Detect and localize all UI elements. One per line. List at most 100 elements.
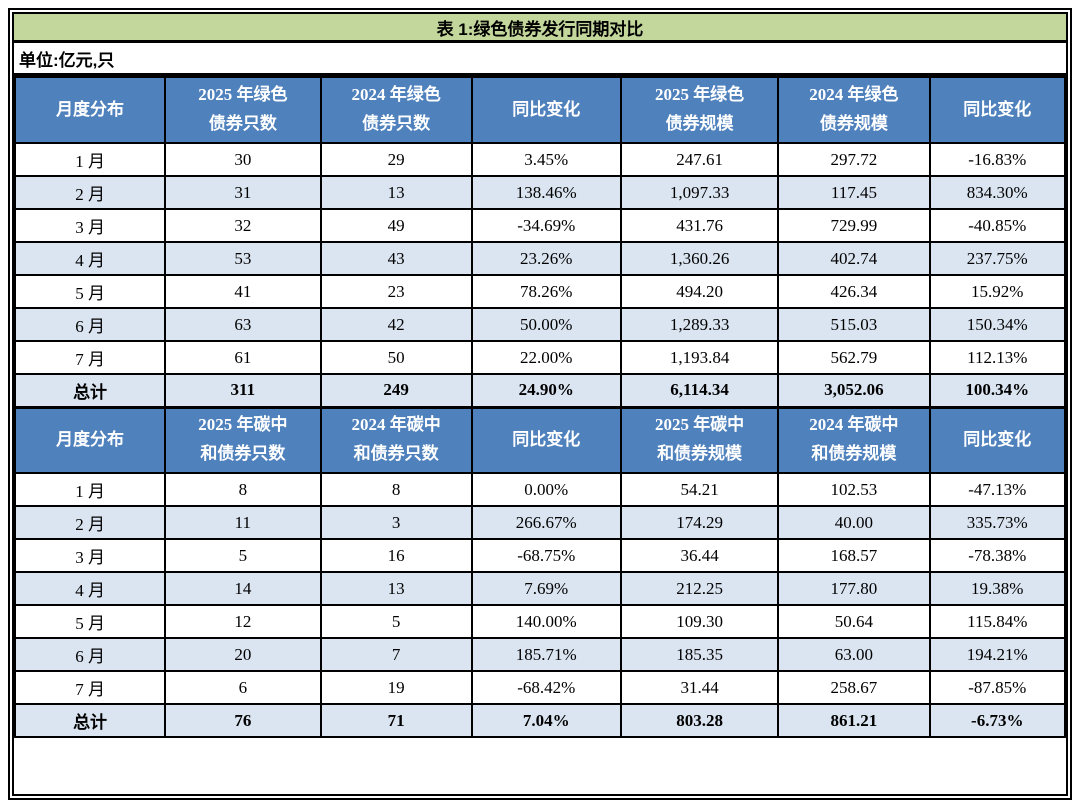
value-cell: 19.38% (928, 571, 1066, 606)
value-cell: 7 (319, 637, 473, 672)
green-bonds-row: 1 月 30 29 3.45% 247.61 297.72 -16.83% (14, 142, 1066, 177)
value-cell: 31.44 (619, 670, 780, 705)
total-value-cell: 803.28 (619, 703, 780, 738)
value-cell: -78.38% (928, 538, 1066, 573)
value-cell: 42 (319, 307, 473, 342)
bond-comparison-table: 月度分布 2025 年绿色 债券只数 2024 年绿色 债券只数 同比变化 2025 年… (14, 76, 1066, 738)
header-cell: 2025 年碳中 和债券规模 (619, 405, 780, 474)
value-cell: 43 (319, 241, 473, 276)
value-cell: 5 (319, 604, 473, 639)
month-cell: 2 月 (14, 175, 167, 210)
value-cell: 8 (319, 472, 473, 507)
value-cell: 63 (164, 307, 322, 342)
total-label-cell: 总计 (14, 703, 167, 738)
value-cell: 174.29 (619, 505, 780, 540)
value-cell: 1,193.84 (619, 340, 780, 375)
value-cell: 150.34% (928, 307, 1066, 342)
value-cell: 16 (319, 538, 473, 573)
value-cell: 177.80 (777, 571, 931, 606)
value-cell: 49 (319, 208, 473, 243)
value-cell: -68.75% (470, 538, 622, 573)
value-cell: 426.34 (777, 274, 931, 309)
value-cell: -40.85% (928, 208, 1066, 243)
month-cell: 4 月 (14, 571, 167, 606)
header-cell: 月度分布 (14, 405, 167, 474)
total-value-cell: 249 (319, 373, 473, 408)
total-value-cell: 861.21 (777, 703, 931, 738)
month-cell: 7 月 (14, 670, 167, 705)
value-cell: 5 (164, 538, 322, 573)
carbon-neutral-bonds-row: 1 月 8 8 0.00% 54.21 102.53 -47.13% (14, 472, 1066, 507)
total-value-cell: 7.04% (470, 703, 622, 738)
value-cell: -87.85% (928, 670, 1066, 705)
total-value-cell: 3,052.06 (777, 373, 931, 408)
header-cell: 2025 年碳中 和债券只数 (164, 405, 322, 474)
value-cell: 54.21 (619, 472, 780, 507)
value-cell: 36.44 (619, 538, 780, 573)
value-cell: 6 (164, 670, 322, 705)
total-value-cell: 100.34% (928, 373, 1066, 408)
value-cell: 194.21% (928, 637, 1066, 672)
value-cell: 1,360.26 (619, 241, 780, 276)
value-cell: 32 (164, 208, 322, 243)
green-bonds-row: 2 月 31 13 138.46% 1,097.33 117.45 834.30% (14, 175, 1066, 210)
value-cell: 78.26% (470, 274, 622, 309)
value-cell: -16.83% (928, 142, 1066, 177)
value-cell: 1,289.33 (619, 307, 780, 342)
header-cell: 2025 年绿色 债券规模 (619, 76, 780, 144)
month-cell: 5 月 (14, 274, 167, 309)
month-cell: 2 月 (14, 505, 167, 540)
green-bonds-row: 5 月 41 23 78.26% 494.20 426.34 15.92% (14, 274, 1066, 309)
value-cell: 515.03 (777, 307, 931, 342)
green-bonds-total-row: 总计 311 249 24.90% 6,114.34 3,052.06 100.34% (14, 373, 1066, 408)
value-cell: 109.30 (619, 604, 780, 639)
header-cell: 月度分布 (14, 76, 167, 144)
value-cell: 53 (164, 241, 322, 276)
carbon-neutral-bonds-row: 2 月 11 3 266.67% 174.29 40.00 335.73% (14, 505, 1066, 540)
total-value-cell: 24.90% (470, 373, 622, 408)
value-cell: 562.79 (777, 340, 931, 375)
value-cell: 3.45% (470, 142, 622, 177)
carbon-neutral-bonds-header-row: 月度分布 2025 年碳中 和债券只数 2024 年碳中 和债券只数 同比变化 2025… (14, 405, 1066, 474)
value-cell: 13 (319, 571, 473, 606)
value-cell: 11 (164, 505, 322, 540)
value-cell: 31 (164, 175, 322, 210)
unit-note: 单位:亿元,只 (14, 43, 1066, 76)
value-cell: 185.71% (470, 637, 622, 672)
value-cell: 335.73% (928, 505, 1066, 540)
table-body: 月度分布 2025 年绿色 债券只数 2024 年绿色 债券只数 同比变化 2025 年… (14, 76, 1066, 738)
value-cell: 140.00% (470, 604, 622, 639)
green-bonds-header-row: 月度分布 2025 年绿色 债券只数 2024 年绿色 债券只数 同比变化 2025 年… (14, 76, 1066, 144)
header-cell: 2024 年碳中 和债券规模 (777, 405, 931, 474)
green-bonds-row: 3 月 32 49 -34.69% 431.76 729.99 -40.85% (14, 208, 1066, 243)
total-value-cell: -6.73% (928, 703, 1066, 738)
carbon-neutral-bonds-row: 3 月 5 16 -68.75% 36.44 168.57 -78.38% (14, 538, 1066, 573)
value-cell: 247.61 (619, 142, 780, 177)
value-cell: 63.00 (777, 637, 931, 672)
value-cell: 15.92% (928, 274, 1066, 309)
value-cell: 50.64 (777, 604, 931, 639)
total-label-cell: 总计 (14, 373, 167, 408)
value-cell: 212.25 (619, 571, 780, 606)
value-cell: 185.35 (619, 637, 780, 672)
month-cell: 3 月 (14, 538, 167, 573)
carbon-neutral-bonds-row: 4 月 14 13 7.69% 212.25 177.80 19.38% (14, 571, 1066, 606)
total-value-cell: 71 (319, 703, 473, 738)
carbon-neutral-bonds-total-row: 总计 76 71 7.04% 803.28 861.21 -6.73% (14, 703, 1066, 738)
value-cell: 431.76 (619, 208, 780, 243)
month-cell: 3 月 (14, 208, 167, 243)
header-cell: 同比变化 (470, 405, 622, 474)
total-value-cell: 6,114.34 (619, 373, 780, 408)
value-cell: -68.42% (470, 670, 622, 705)
value-cell: 23 (319, 274, 473, 309)
header-cell: 2024 年绿色 债券只数 (319, 76, 473, 144)
value-cell: 8 (164, 472, 322, 507)
value-cell: 41 (164, 274, 322, 309)
value-cell: 237.75% (928, 241, 1066, 276)
value-cell: 402.74 (777, 241, 931, 276)
value-cell: 14 (164, 571, 322, 606)
header-cell: 2024 年绿色 债券规模 (777, 76, 931, 144)
value-cell: 168.57 (777, 538, 931, 573)
value-cell: 50.00% (470, 307, 622, 342)
total-value-cell: 311 (164, 373, 322, 408)
